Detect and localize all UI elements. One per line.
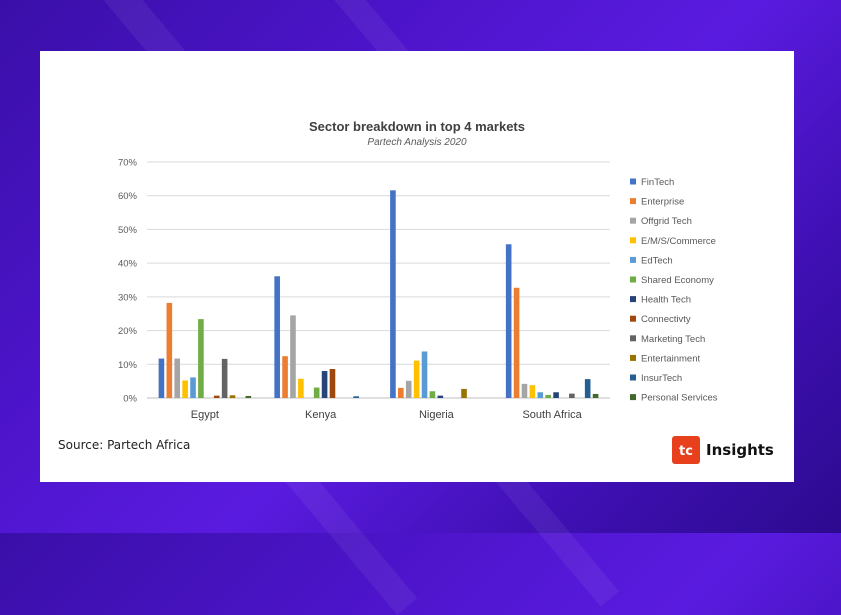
legend-swatch <box>630 394 636 401</box>
bar-kenya <box>321 371 328 398</box>
bar-egypt <box>221 358 228 398</box>
y-tick-label: 10% <box>118 360 138 371</box>
legend-entry: Personal Services <box>641 393 718 404</box>
bar-kenya <box>313 387 320 398</box>
legend-swatch <box>630 276 636 283</box>
bar-south-africa <box>521 383 528 398</box>
legend-swatch <box>630 198 636 205</box>
svg-text:tc: tc <box>679 444 693 459</box>
y-tick-label: 70% <box>118 158 138 169</box>
bar-nigeria <box>429 391 436 398</box>
bar-nigeria <box>390 190 396 398</box>
bar-south-africa <box>553 392 559 398</box>
legend-swatch <box>630 374 636 381</box>
chart-card: 0% 10% 20% 30% 40% 50% 60% 70% Egypt Kenya Nigeria… <box>40 51 794 482</box>
chart-title: Sector breakdown in top 4 markets <box>308 119 525 134</box>
insights-logo: tc Insights <box>672 435 774 465</box>
bar-egypt <box>213 395 220 398</box>
y-tick-label: 40% <box>118 259 138 270</box>
bar-south-africa <box>584 379 591 398</box>
logo-text: Insights <box>706 441 774 459</box>
x-category-label: Kenya <box>305 409 337 421</box>
legend-entry: E/M/S/Commerce <box>641 236 716 247</box>
legend-entry: Health Tech <box>641 295 691 306</box>
legend-swatch <box>630 237 636 244</box>
x-category-label: South Africa <box>522 409 582 421</box>
legend-swatch <box>630 296 636 303</box>
source-note: Source: Partech Africa <box>58 438 191 452</box>
bar-egypt <box>229 395 236 398</box>
legend-entry: FinTech <box>641 177 674 188</box>
bar-egypt <box>182 380 188 398</box>
legend-entry: Shared Economy <box>641 275 714 286</box>
legend-swatch <box>630 256 636 263</box>
bar-kenya <box>353 396 359 398</box>
legend-entry: Entertainment <box>641 353 701 364</box>
bar-south-africa <box>505 244 512 398</box>
bar-egypt <box>245 395 252 398</box>
bar-kenya <box>274 276 280 398</box>
bar-nigeria <box>398 387 404 398</box>
chart: 0% 10% 20% 30% 40% 50% 60% 70% Egypt Kenya Nigeria… <box>118 158 718 422</box>
x-category-label: Nigeria <box>419 409 455 421</box>
y-tick-label: 60% <box>118 191 138 202</box>
legend-entry: EdTech <box>641 255 673 266</box>
x-category-label: Egypt <box>191 409 219 421</box>
chart-subtitle: Partech Analysis 2020 <box>367 137 467 148</box>
bar-egypt <box>166 302 173 398</box>
legend-swatch <box>630 178 636 185</box>
bar-nigeria <box>421 351 428 398</box>
bar-kenya <box>329 369 336 398</box>
legend-swatch <box>630 315 636 322</box>
bar-egypt <box>190 377 196 398</box>
bar-kenya <box>298 378 304 398</box>
bar-south-africa <box>592 393 599 398</box>
bar-egypt <box>174 358 181 398</box>
y-tick-label: 0% <box>123 394 137 405</box>
bar-egypt <box>198 319 204 398</box>
legend-swatch <box>630 217 636 224</box>
y-tick-label: 20% <box>118 326 138 337</box>
legend-entry: Offgrid Tech <box>641 216 692 227</box>
bar-kenya <box>290 315 296 398</box>
bar-nigeria <box>413 360 420 398</box>
bar-nigeria <box>405 380 412 398</box>
bar-nigeria <box>437 395 444 398</box>
bar-south-africa <box>529 385 536 398</box>
legend-entry: Connectivty <box>641 314 691 325</box>
bar-nigeria <box>461 388 467 398</box>
legend-entry: Marketing Tech <box>641 334 705 345</box>
bar-south-africa <box>513 287 520 398</box>
legend-swatch <box>630 335 636 342</box>
bar-south-africa <box>569 393 575 398</box>
bar-south-africa <box>537 392 544 398</box>
y-tick-label: 30% <box>118 292 138 303</box>
tc-logo-icon: tc <box>672 436 700 464</box>
bar-kenya <box>282 356 288 398</box>
bar-south-africa <box>545 394 551 398</box>
legend-swatch <box>630 354 636 361</box>
y-tick-label: 50% <box>118 225 138 236</box>
legend-entry: InsurTech <box>641 373 682 384</box>
legend-entry: Enterprise <box>641 197 684 208</box>
bar-egypt <box>158 358 165 398</box>
